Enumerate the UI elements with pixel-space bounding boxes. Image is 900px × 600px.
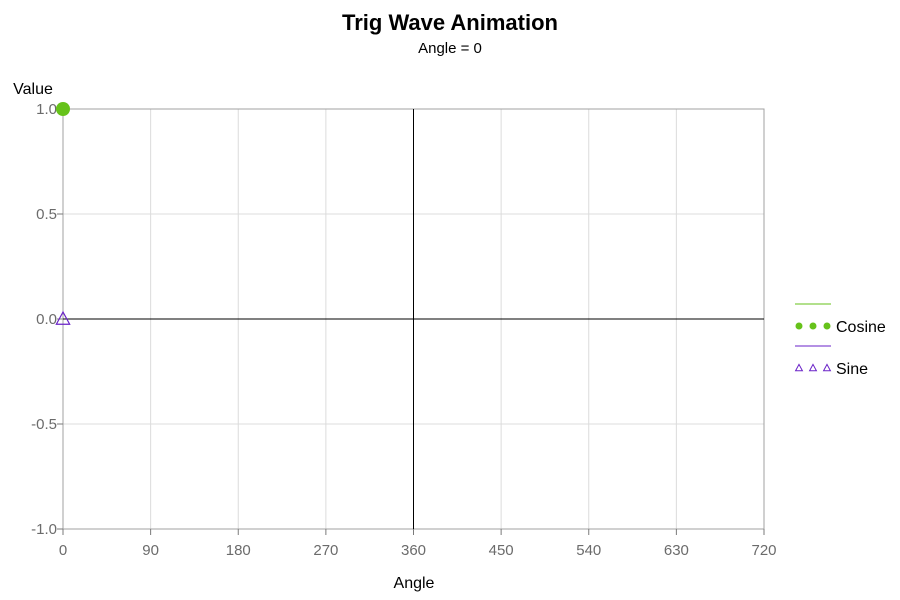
x-tick-label: 180	[226, 542, 251, 559]
legend-cosine-marker	[809, 322, 817, 330]
legend-cosine-marker	[795, 322, 803, 330]
sine-data-point	[55, 310, 71, 325]
legend-sine-marker	[794, 363, 804, 372]
y-tick-label: 1.0	[36, 101, 57, 118]
chart-title: Trig Wave Animation	[342, 10, 558, 35]
legend: Cosine Sine	[794, 303, 886, 378]
axis-ticks: 0 90 180 270 360 450 540 630 720 1.0 0.5 0.0 -0.5 -1.…	[31, 101, 776, 559]
y-tick-label: 0.5	[36, 206, 57, 223]
x-tick-label: 720	[751, 542, 776, 559]
legend-cosine-marker	[823, 322, 831, 330]
y-tick-label: -0.5	[31, 416, 57, 433]
data-markers	[55, 102, 71, 325]
y-axis-label: Value	[13, 81, 53, 98]
legend-sine-label: Sine	[836, 361, 868, 378]
y-tick-label: 0.0	[36, 311, 57, 328]
x-axis-label: Angle	[394, 575, 435, 592]
legend-cosine-label: Cosine	[836, 319, 886, 336]
x-tick-label: 90	[142, 542, 159, 559]
x-tick-label: 540	[576, 542, 601, 559]
x-tick-label: 450	[489, 542, 514, 559]
x-tick-label: 270	[313, 542, 338, 559]
x-tick-label: 630	[664, 542, 689, 559]
x-tick-label: 0	[59, 542, 67, 559]
chart-subtitle: Angle = 0	[418, 40, 482, 57]
y-tick-label: -1.0	[31, 521, 57, 538]
x-tick-label: 360	[401, 542, 426, 559]
reference-lines	[63, 109, 764, 529]
legend-sine-marker	[808, 363, 818, 372]
legend-sine-marker	[822, 363, 832, 372]
cosine-data-point	[56, 102, 70, 116]
